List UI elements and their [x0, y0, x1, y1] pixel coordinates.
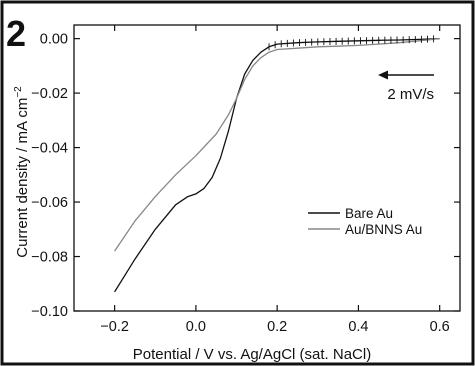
x-tick-label: 0.0 [186, 319, 206, 335]
y-axis-ticks: 0.00 −0.02 −0.04 −0.06 −0.08 −0.10 [31, 32, 460, 320]
x-axis-ticks: −0.2 0.0 0.2 0.4 0.6 [100, 25, 450, 335]
series-layer [114, 35, 440, 293]
y-axis-label-exponent: −2 [13, 86, 24, 98]
series-line-au-bnns [114, 37, 440, 252]
x-axis-label: Potential / V vs. Ag/AgCl (sat. NaCl) [133, 346, 371, 363]
legend-label-bare-au: Bare Au [345, 206, 393, 221]
y-tick-label: −0.04 [31, 141, 68, 157]
y-tick-label: −0.10 [31, 304, 68, 320]
y-tick-label: −0.02 [31, 86, 68, 102]
y-tick-label: −0.08 [31, 250, 68, 266]
x-tick-label: 0.4 [348, 319, 368, 335]
panel-label: 2 [6, 13, 26, 54]
y-axis-label-main: Current density / mA cm [14, 98, 31, 258]
y-tick-label: 0.00 [40, 32, 68, 48]
plot-frame [73, 24, 461, 312]
x-tick-label: 0.2 [267, 319, 287, 335]
y-axis-label: Current density / mA cm−2 [13, 86, 31, 258]
x-tick-label: 0.6 [430, 319, 450, 335]
series-line-bare-au [114, 37, 440, 293]
x-tick-label: −0.2 [100, 319, 129, 335]
legend-label-au-bnns: Au/BNNS Au [345, 222, 422, 237]
scan-direction-arrowhead [378, 70, 388, 80]
scan-rate-annotation: 2 mV/s [387, 86, 434, 103]
legend: Bare Au Au/BNNS Au [308, 206, 422, 237]
y-tick-label: −0.06 [31, 195, 68, 211]
